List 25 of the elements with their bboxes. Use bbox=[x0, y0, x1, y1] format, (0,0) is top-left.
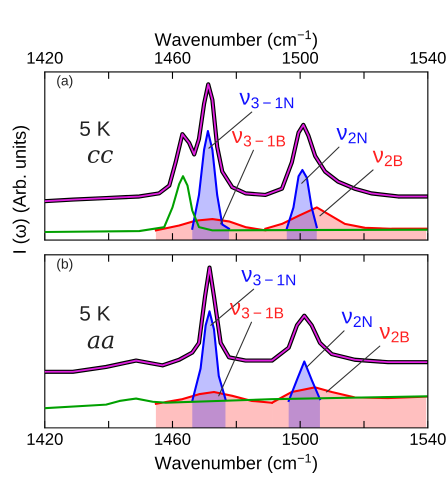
x-tick-label: 1500 bbox=[282, 433, 318, 445]
x-tick-label: 1420 bbox=[28, 433, 63, 445]
x-tick-label: 1540 bbox=[410, 433, 446, 445]
annotation: 5 K bbox=[80, 121, 110, 136]
x-tick-label: 1540 bbox=[410, 52, 446, 64]
annotation: ν$_{3−1B}$ bbox=[230, 303, 284, 318]
annotation: 5 K bbox=[80, 306, 110, 321]
x-axis-title: Wavenumber (cm$^{−1}$) bbox=[154, 454, 317, 473]
annotation: ν$_{3−1B}$ bbox=[232, 131, 286, 147]
x-tick-label: 1460 bbox=[155, 433, 190, 445]
annotation: ν$_{2N}$ bbox=[336, 128, 366, 144]
annotation: ν$_{3−1N}$ bbox=[239, 92, 294, 108]
annotation: ν$_{2N}$ bbox=[342, 312, 372, 327]
y-axis-title: I (ω) (Arb. units) bbox=[12, 126, 30, 253]
annotation: aa bbox=[88, 336, 114, 349]
x-axis-title: Wavenumber (cm$^{−1}$) bbox=[154, 30, 317, 50]
annotation: ν$_{3−1N}$ bbox=[241, 270, 296, 286]
annotation: ν$_{2B}$ bbox=[372, 150, 402, 166]
annotation: (b) bbox=[57, 258, 72, 272]
annotation: ν$_{2B}$ bbox=[379, 326, 409, 342]
annotation: (a) bbox=[57, 75, 72, 88]
x-tick-label: 1420 bbox=[28, 52, 63, 64]
x-tick-label: 1460 bbox=[155, 52, 190, 64]
annotation: cc bbox=[88, 150, 113, 164]
x-tick-label: 1500 bbox=[282, 52, 318, 64]
